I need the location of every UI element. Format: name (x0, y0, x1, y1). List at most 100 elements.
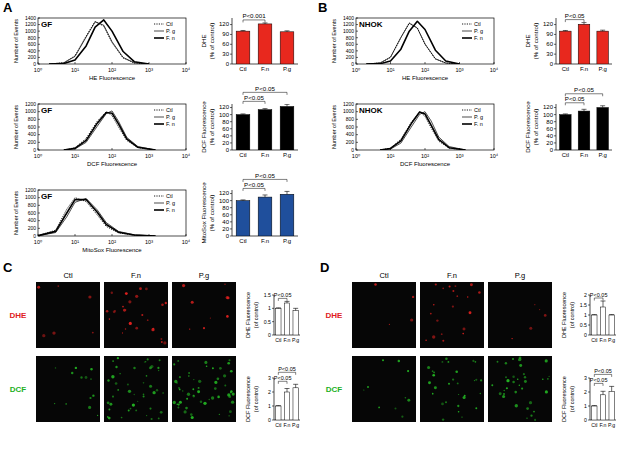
y-tick-label: 2 (584, 389, 587, 395)
legend-label: P. g (474, 28, 483, 34)
x-tick (390, 62, 391, 64)
y-tick-label: 200 (346, 139, 355, 145)
x-tick-label: 10⁰ (34, 67, 43, 73)
cell-signal (231, 401, 234, 404)
y-tick-label: 100 (219, 112, 230, 118)
cell-signal (462, 333, 464, 335)
cell-signal (519, 385, 520, 386)
cell-signal (548, 376, 549, 377)
significance-label: P<0.05 (590, 292, 608, 298)
cell-signal (526, 407, 529, 410)
cell-signal (542, 378, 544, 380)
histogram-line (49, 21, 149, 64)
series-group (64, 111, 156, 150)
y-tick-label: 0.5 (264, 319, 271, 325)
cell-signal (177, 403, 179, 405)
legend-swatch (462, 117, 472, 118)
cell-signal (161, 304, 164, 307)
column-label: P.g (515, 271, 525, 280)
y-axis-label: DHE Fluorescence(of control) (245, 292, 259, 338)
x-tick (425, 62, 426, 64)
histogram-line (366, 23, 459, 64)
cell-signal (432, 370, 434, 372)
y-axis (274, 378, 275, 420)
cell-signal (412, 296, 414, 298)
y-tick-label: 3 (584, 375, 587, 381)
cell-signal (133, 367, 135, 369)
cell-signal (432, 335, 435, 338)
legend-swatch (154, 117, 164, 118)
y-tick (230, 121, 232, 122)
cell-signal (173, 401, 176, 404)
cell-signal (425, 339, 427, 341)
error-bar (600, 106, 605, 108)
cell-signal (378, 407, 380, 409)
x-tick-label: 10³ (145, 239, 153, 245)
category-label: F.n (261, 66, 269, 72)
y-axis-label-line: (% of control) (532, 23, 539, 60)
y-tick (38, 57, 40, 58)
error-bar (600, 30, 605, 32)
cell-signal (115, 366, 117, 368)
cell-signal (162, 392, 163, 393)
panel-label: C (3, 260, 13, 275)
cell-signal (445, 401, 447, 403)
row-label: DHE (10, 311, 28, 320)
cell-signal (174, 380, 177, 383)
cell-signal (127, 383, 129, 385)
y-tick-label: 600 (346, 41, 355, 47)
y-tick (38, 142, 40, 143)
plot-frame (356, 18, 494, 64)
x-axis-label: MitoSox Fluorescence (82, 247, 142, 253)
cell-signal (125, 292, 128, 295)
cell-signal (190, 413, 193, 416)
significance-label: P<0.05 (244, 181, 264, 188)
cell-signal (177, 360, 179, 362)
histogram-line (64, 112, 156, 150)
error-bar (609, 314, 614, 315)
y-tick (230, 24, 232, 25)
plot-frame (38, 190, 186, 236)
y-axis (274, 295, 275, 335)
cell-signal (121, 417, 123, 419)
y-tick (230, 228, 232, 229)
y-tick (38, 50, 40, 51)
legend-swatch (154, 37, 164, 39)
x-tick (112, 62, 113, 64)
y-tick-label: 60 (222, 41, 229, 47)
significance-label: P<0.05 (594, 368, 612, 374)
y-tick-label: 120 (543, 104, 554, 110)
cell-signal (505, 376, 507, 378)
cell-signal (524, 380, 527, 383)
cell-signal (480, 393, 481, 394)
y-tick (588, 392, 590, 393)
x-tick (38, 148, 39, 150)
cell-signal (505, 362, 507, 364)
y-tick (356, 134, 358, 135)
category-label: P.g (608, 337, 615, 343)
cell-signal (135, 327, 138, 330)
y-tick (230, 200, 232, 201)
cell-signal (217, 377, 220, 380)
cell-signal (129, 322, 132, 325)
cell-signal (436, 319, 438, 321)
y-tick (272, 321, 274, 322)
cell-signal (128, 409, 130, 411)
micrograph (104, 282, 168, 348)
cell-signal (173, 363, 175, 365)
y-tick-label: 3 (268, 375, 271, 381)
cell-signal (57, 285, 59, 287)
cell-signal (106, 310, 109, 313)
y-tick-label: 1000 (343, 28, 354, 34)
bar (560, 115, 572, 150)
cell-signal (228, 395, 231, 398)
error-bar (285, 30, 290, 32)
cell-signal (159, 359, 161, 361)
cell-signal (179, 389, 181, 391)
cell-signal (463, 327, 466, 330)
category-label: F.n (261, 152, 269, 158)
y-tick-label: 200 (28, 54, 37, 60)
cell-signal (441, 333, 443, 335)
cell-signal (503, 390, 505, 392)
y-tick (272, 406, 274, 407)
